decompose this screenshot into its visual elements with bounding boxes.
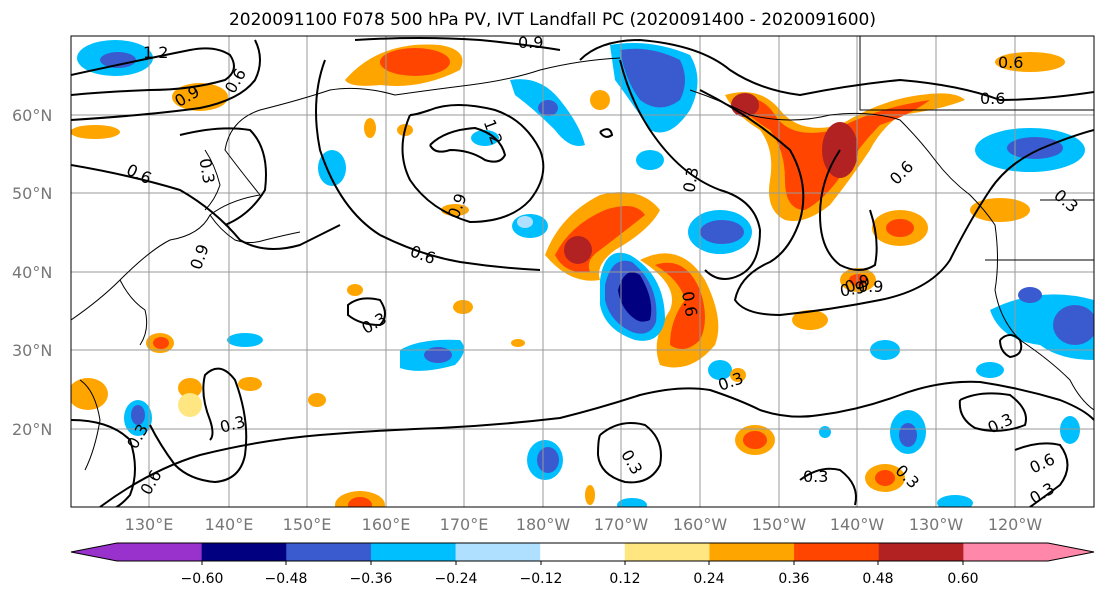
contour-label: 0.3 (679, 166, 702, 194)
contour-label: 0.3 (985, 409, 1016, 437)
colorbar-tick-label: −0.24 (434, 571, 478, 587)
contour-label: 0.6 (124, 160, 155, 188)
colorbar-segment (370, 543, 457, 561)
lat-label: 50°N (12, 184, 53, 203)
lon-label: 180°W (515, 515, 571, 534)
lon-label: 160°E (361, 515, 411, 534)
colorbar-tick-label: 0.12 (609, 571, 641, 587)
map-title: 2020091100 F078 500 hPa PV, IVT Landfall… (228, 10, 876, 30)
lat-label: 40°N (12, 263, 53, 282)
colorbar-extend-min (71, 543, 117, 561)
colorbar-segment (794, 543, 880, 561)
lat-label: 30°N (12, 341, 53, 360)
lon-label: 150°E (282, 515, 332, 534)
colorbar-tick-label: 0.60 (947, 571, 979, 587)
lon-label: 140°E (204, 515, 254, 534)
coastlines (71, 36, 1094, 471)
lon-label: 150°W (751, 515, 807, 534)
contour-label: 0.3 (218, 412, 248, 437)
contour-label: 0.3 (1050, 185, 1082, 216)
colorbar-tick-label: −0.60 (180, 571, 224, 587)
colorbar-tick-label: −0.36 (349, 571, 393, 587)
contour-label: 0.6 (1027, 449, 1058, 477)
contour-label: 0.9 (858, 277, 883, 296)
colorbar-segment (540, 543, 626, 561)
colorbar-segment (709, 543, 795, 561)
colorbar-segment (201, 543, 287, 561)
contour-label: 0.6 (998, 53, 1023, 72)
contour-label: 0.6 (886, 157, 917, 188)
colorbar-tick-label: −0.48 (264, 571, 308, 587)
lon-label: 130°W (908, 515, 964, 534)
colorbar-outline (70, 542, 1095, 562)
contour-label: 0.3 (1026, 479, 1058, 508)
colorbar-tick-label: 0.48 (862, 571, 894, 587)
colorbar-segment (286, 543, 372, 561)
colorbar-segment (117, 543, 203, 561)
colorbar (70, 542, 1095, 565)
colorbar-tick-label: 0.24 (693, 571, 725, 587)
colorbar-segment (624, 543, 710, 561)
contour-label: 0.3 (195, 157, 218, 185)
lat-label: 20°N (12, 420, 53, 439)
contours (71, 37, 1094, 507)
contour-label: 0.6 (678, 290, 701, 318)
lon-label: 140°W (829, 515, 885, 534)
contour-label: 0.3 (617, 446, 646, 478)
contour-label: 1.2 (143, 43, 168, 62)
map-frame (70, 35, 1095, 508)
lon-label: 170°E (439, 515, 489, 534)
lat-label: 60°N (12, 106, 53, 125)
lon-label: 130°E (124, 515, 174, 534)
pv-shading (71, 40, 1094, 507)
contour-label: 0.6 (980, 89, 1005, 108)
contour-label: 0.6 (136, 467, 165, 499)
colorbar-segment (878, 543, 964, 561)
colorbar-tick-label: −0.12 (519, 571, 563, 587)
contour-label: 0.9 (444, 191, 471, 221)
contour-label: 0.9 (186, 242, 213, 272)
contour-label: 0.9 (838, 277, 866, 300)
colorbar-segment (963, 543, 1049, 561)
colorbar-tick-label: 0.36 (778, 571, 810, 587)
lon-label: 160°W (672, 515, 728, 534)
graticule (71, 36, 1094, 507)
contour-label: 0.9 (518, 33, 543, 52)
contour-label: 0.6 (408, 241, 438, 268)
contour-label: 0.3 (803, 467, 828, 486)
lon-label: 120°W (987, 515, 1043, 534)
lon-label: 170°W (593, 515, 649, 534)
colorbar-extend-max (1048, 543, 1094, 561)
colorbar-segment (455, 543, 541, 561)
